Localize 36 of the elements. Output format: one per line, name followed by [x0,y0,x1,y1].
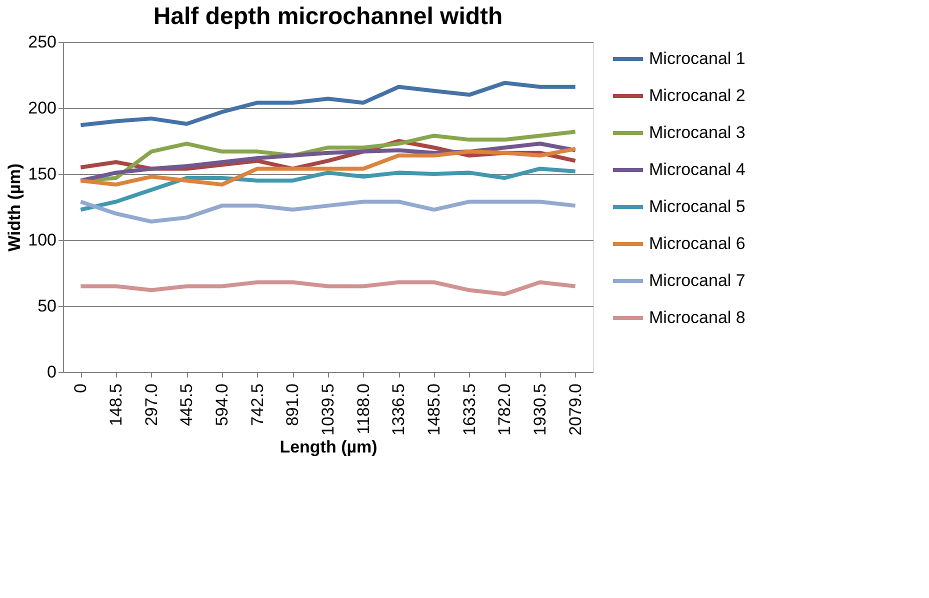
y-axis-title: Width (µm) [5,163,24,252]
x-axis-title: Length (µm) [280,437,378,456]
line-series [78,166,578,212]
y-tick-label: 50 [38,296,56,316]
y-tick-label: 100 [28,230,56,250]
legend-label: Microcanal 6 [649,234,746,253]
x-tick-label: 1633.5 [460,384,479,436]
x-tick-label: 742.5 [248,384,267,426]
x-tick-label: 297.0 [142,384,161,426]
line-series [78,200,578,224]
x-tick-label: 148.5 [106,384,126,426]
x-tick-label: 1188.0 [354,384,373,434]
x-tick-label: 1485.0 [424,384,444,436]
legend-label: Microcanal 4 [649,160,746,179]
x-tick-label: 891.0 [283,384,302,426]
line-series [78,280,578,296]
chart-title: Half depth microchannel width [153,3,503,30]
x-tick-label: 445.5 [177,384,196,426]
y-tick-label: 250 [28,32,56,52]
legend-label: Microcanal 3 [649,123,746,142]
x-tick-label: 0 [71,384,90,393]
legend-label: Microcanal 2 [649,86,746,105]
legend-label: Microcanal 8 [649,308,746,327]
legend-label: Microcanal 5 [649,197,746,216]
line-series [78,80,578,128]
x-tick-label: 1336.5 [389,384,408,436]
y-tick-label: 150 [28,164,56,184]
y-tick-label: 0 [47,362,56,382]
legend-label: Microcanal 7 [649,271,746,290]
y-tick-label: 200 [28,98,56,118]
x-tick-label: 1930.5 [530,384,550,436]
x-tick-label: 594.0 [212,384,232,426]
legend-label: Microcanal 1 [649,49,746,68]
x-tick-label: 2079.0 [566,384,585,436]
x-tick-label: 1782.0 [495,384,514,436]
x-tick-label: 1039.5 [318,384,338,436]
